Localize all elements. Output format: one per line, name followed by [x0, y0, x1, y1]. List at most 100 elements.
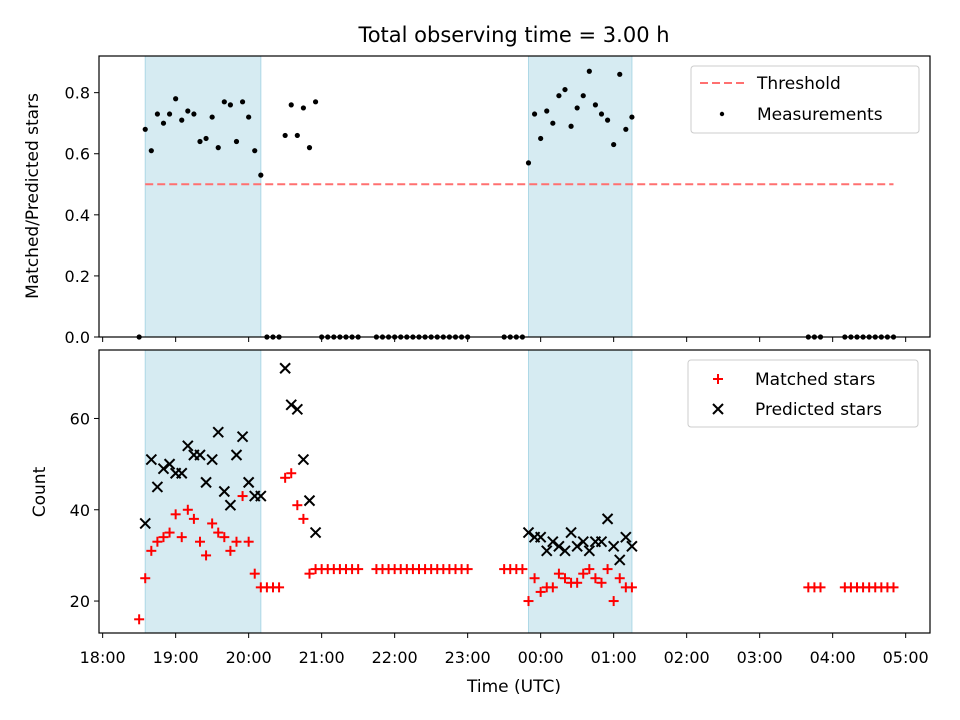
x-tick-label: 01:00	[591, 648, 637, 667]
legend-measurements-label: Measurements	[757, 105, 883, 125]
measurement-point	[562, 86, 568, 93]
measurement-point	[185, 108, 191, 114]
predicted-star-point	[255, 490, 267, 502]
predicted-star-point-b	[614, 554, 626, 566]
predicted-star-point	[212, 426, 224, 438]
measurement-point	[611, 141, 617, 148]
legend-x-mark-b	[712, 403, 724, 415]
measurement-point	[179, 117, 185, 123]
matched-star-point	[213, 527, 224, 538]
predicted-star-point	[534, 531, 547, 543]
predicted-star-point-b	[157, 462, 170, 475]
predicted-star-point-b	[206, 453, 218, 466]
predicted-star-point-b	[626, 540, 638, 552]
legend-measurements-swatch	[719, 111, 725, 117]
x-tick-label: 03:00	[737, 648, 783, 667]
measurement-point	[203, 135, 209, 142]
predicted-star-point	[620, 531, 632, 543]
predicted-star-point	[614, 554, 626, 566]
predicted-star-point	[583, 545, 596, 557]
measurement-point	[160, 120, 167, 126]
matched-star-point	[578, 568, 589, 579]
predicted-star-point	[218, 485, 231, 498]
predicted-star-point-b	[595, 536, 608, 548]
measurement-point	[191, 111, 197, 117]
predicted-star-point	[279, 362, 291, 374]
measurement-point	[312, 99, 319, 105]
predicted-star-point	[242, 476, 255, 489]
predicted-star-point	[236, 431, 249, 443]
legend-predicted-swatch	[712, 403, 724, 415]
predicted-star-point	[139, 517, 151, 530]
predicted-star-point-b	[182, 440, 194, 452]
measurement-point	[531, 111, 538, 117]
predicted-star-point	[151, 481, 164, 493]
predicted-star-point-b	[303, 494, 316, 507]
top-legend-box	[690, 65, 920, 134]
matched-star-point	[170, 509, 181, 520]
predicted-star-point-b	[163, 458, 176, 470]
predicted-star-point	[553, 540, 565, 552]
matched-star-point	[182, 504, 193, 515]
measurement-point	[246, 114, 252, 120]
x-tick-label: 20:00	[226, 648, 272, 667]
matched-star-point	[547, 582, 558, 593]
x-tick-label: 23:00	[445, 648, 491, 667]
predicted-star-point	[206, 453, 218, 466]
matched-star-point	[590, 573, 601, 584]
predicted-star-point-b	[620, 531, 632, 543]
measurement-point	[258, 172, 264, 178]
predicted-star-point-b	[230, 449, 243, 461]
bottom-panel: 20 40 60 18:00 19:00 20:00 21:00 22:00 23:00 00:…	[30, 349, 931, 697]
predicted-star-point	[145, 453, 158, 466]
matched-star-point	[176, 532, 187, 543]
measurement-point	[525, 160, 532, 166]
top-legend: Threshold Measurements	[690, 65, 920, 134]
measurement-point	[544, 108, 550, 114]
matched-star-point	[535, 586, 546, 597]
predicted-star-point	[607, 540, 620, 552]
top-shaded-interval-0	[144, 55, 262, 338]
measurement-point	[586, 68, 592, 74]
predicted-star-point	[157, 462, 170, 475]
predicted-star-point	[163, 458, 176, 470]
predicted-star-point	[601, 513, 614, 525]
matched-star-point	[626, 582, 637, 593]
matched-star-point	[304, 568, 315, 579]
matched-star-point	[596, 577, 607, 588]
predicted-star-point	[224, 499, 237, 511]
measurement-point	[154, 111, 161, 117]
predicted-star-point-b	[145, 453, 158, 466]
matched-star-point	[888, 582, 899, 593]
predicted-star-point	[595, 536, 608, 548]
matched-star-point	[602, 564, 613, 575]
predicted-star-point	[541, 545, 553, 557]
predicted-star-point-b	[176, 467, 188, 479]
x-tick-label: 05:00	[883, 648, 929, 667]
x-axis-label: Time (UTC)	[466, 677, 561, 697]
predicted-star-point-b	[547, 536, 559, 548]
predicted-star-point-b	[285, 399, 297, 411]
matched-star-point	[152, 536, 163, 547]
predicted-star-point	[200, 476, 212, 489]
measurement-point	[282, 132, 288, 139]
bottom-y-tick-label: 20	[70, 592, 90, 611]
matched-star-point	[207, 518, 218, 529]
measurement-point	[568, 123, 574, 129]
measurement-point	[556, 93, 562, 99]
predicted-star-point-b	[139, 517, 151, 530]
predicted-star-point-b	[236, 431, 249, 443]
measurement-point	[148, 148, 154, 154]
measurement-point	[538, 135, 544, 142]
predicted-star-point	[626, 540, 638, 552]
predicted-star-point	[303, 494, 316, 507]
measurement-point	[288, 102, 294, 108]
predicted-star-point	[194, 449, 206, 461]
predicted-star-point	[182, 440, 194, 452]
matched-star-point	[286, 468, 297, 479]
predicted-star-point	[571, 540, 583, 552]
predicted-star-point-b	[571, 540, 583, 552]
predicted-star-point	[285, 399, 297, 411]
predicted-star-point	[559, 545, 571, 557]
measurement-point	[574, 105, 580, 111]
